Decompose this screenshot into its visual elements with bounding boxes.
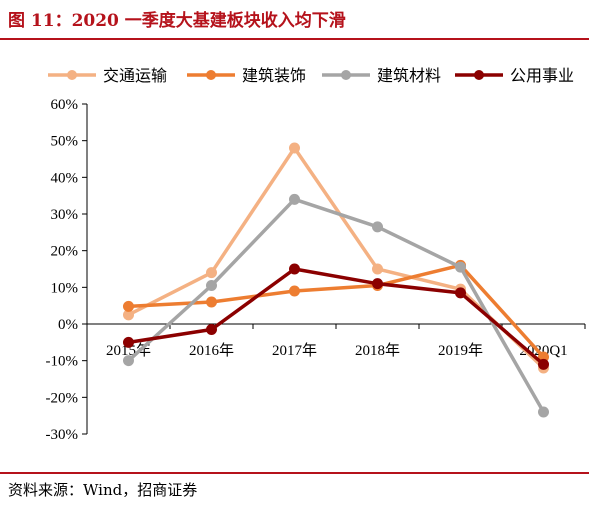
y-tick-label: -30% [46,427,79,443]
y-tick-label: 10% [51,280,79,296]
y-tick-label: -10% [46,354,79,370]
data-point-建筑材料 [538,406,549,418]
series-line-交通运输 [127,146,545,370]
y-tick-label: 50% [51,134,79,150]
data-point-公用事业 [206,324,217,335]
chart-title: 图 11：2020 一季度大基建板块收入均下滑 [8,11,346,31]
data-point-建筑材料 [289,193,300,205]
footer-divider [0,472,589,474]
y-tick-label: 20% [51,244,79,260]
data-point-公用事业 [123,336,134,348]
y-tick-label: 40% [51,170,79,186]
y-tick-label: -20% [46,390,79,406]
x-tick-label: 2019年 [438,342,483,359]
x-tick-label: 2017年 [272,342,317,359]
legend-label: 交通运输 [103,67,167,85]
series-line-建筑装饰 [128,263,545,359]
source-note: 资料来源：Wind，招商证券 [8,481,198,499]
data-point-建筑材料 [455,261,466,273]
y-tick-label: 0% [58,317,78,333]
legend-label: 建筑材料 [377,67,441,85]
x-tick-label: 2018年 [355,342,400,359]
series-line-建筑材料 [127,197,546,413]
x-axis: 2015年 2016年 2017年 2018年 2019年 2020Q1 [86,323,586,359]
legend-label: 公用事业 [510,67,574,85]
chart-series [123,142,549,418]
legend-swatch-marker [474,70,484,80]
legend-swatch-marker [67,70,77,80]
chart-legend: 交通运输 建筑装饰 建筑材料 公用事业 [48,67,574,85]
data-point-公用事业 [289,263,300,275]
y-axis: 60% 50% 40% 30% 20% 10% 0% -10% -20% -30% [46,97,88,443]
line-chart: 交通运输 建筑装饰 建筑材料 公用事业 60% 50% 40% 30% 20% 10% 0% -10… [46,67,586,443]
data-point-交通运输 [372,263,383,275]
title-divider [0,38,589,40]
legend-swatch-marker [341,70,351,80]
series-line-公用事业 [128,267,545,366]
x-tick-label: 2016年 [189,342,234,359]
y-tick-label: 60% [51,97,79,113]
x-tick-label: 2015年 [106,342,151,359]
legend-swatch-marker [206,70,216,80]
data-point-交通运输 [289,142,300,154]
data-point-建筑装饰 [206,296,217,308]
data-point-公用事业 [538,358,549,370]
data-point-交通运输 [123,309,134,321]
data-point-建筑材料 [206,280,217,291]
data-point-公用事业 [455,287,466,299]
data-point-建筑装饰 [123,300,134,312]
data-point-交通运输 [206,267,217,279]
legend-label: 建筑装饰 [242,67,306,85]
y-tick-label: 30% [51,207,79,223]
data-point-建筑装饰 [289,285,300,297]
data-point-公用事业 [372,278,383,290]
data-point-建筑材料 [372,221,383,233]
data-point-建筑材料 [123,355,134,367]
